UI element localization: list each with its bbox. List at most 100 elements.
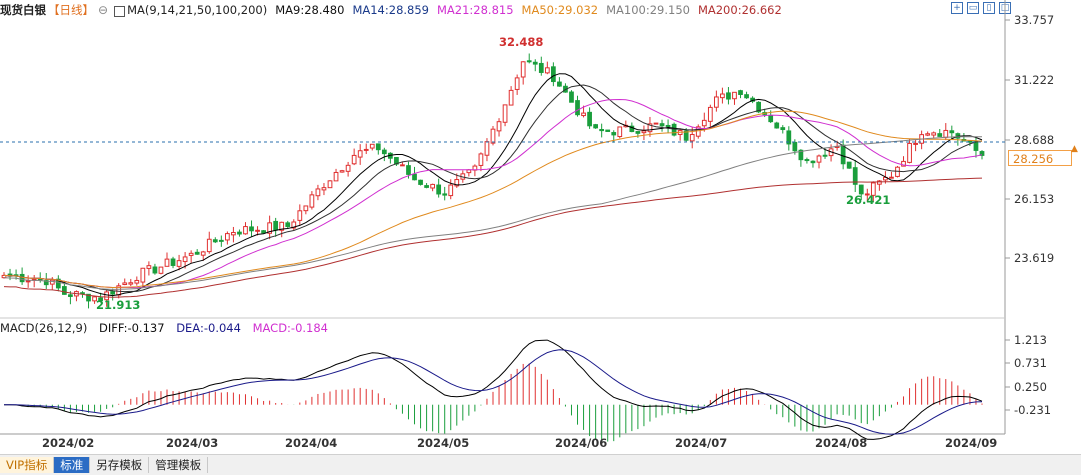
candle-body bbox=[557, 81, 562, 87]
candle-body bbox=[653, 122, 659, 125]
collapse-icon[interactable]: ⊖ bbox=[98, 3, 109, 17]
candle-body bbox=[726, 92, 731, 100]
candle-body bbox=[273, 220, 279, 231]
candle-body bbox=[683, 130, 689, 141]
x-tick-label: 2024/07 bbox=[675, 436, 728, 450]
candle-body bbox=[448, 184, 454, 197]
candle-body bbox=[212, 239, 218, 243]
candle-body bbox=[532, 61, 538, 65]
candle-body bbox=[158, 266, 164, 274]
candle-body bbox=[593, 124, 599, 129]
move-icon[interactable]: + bbox=[951, 2, 963, 14]
candle-body bbox=[243, 226, 248, 235]
candle-body bbox=[128, 282, 134, 285]
zoom-in-icon[interactable]: ▭ bbox=[967, 2, 979, 14]
x-tick-label: 2024/05 bbox=[417, 436, 470, 450]
candle-body bbox=[738, 90, 743, 95]
candle-body bbox=[792, 141, 798, 152]
candle-body bbox=[49, 279, 55, 285]
macd-value: MACD:-0.184 bbox=[252, 321, 328, 335]
macd-tick-label: 1.213 bbox=[1014, 333, 1047, 347]
period-label[interactable]: 【日线】 bbox=[48, 3, 94, 17]
candle-body bbox=[798, 149, 804, 161]
kline-chart[interactable] bbox=[0, 0, 1081, 454]
ma100-value: MA100:29.150 bbox=[606, 3, 690, 17]
candle-body bbox=[279, 221, 285, 231]
candle-body bbox=[194, 251, 200, 255]
ma21-value: MA21:28.815 bbox=[437, 3, 514, 17]
tab-save-template[interactable]: 另存模板 bbox=[90, 457, 150, 473]
candle-body bbox=[895, 166, 900, 177]
candle-body bbox=[206, 238, 212, 253]
candle-body bbox=[345, 164, 351, 172]
candle-body bbox=[315, 188, 321, 197]
price-tick-label: 33.757 bbox=[1014, 13, 1055, 27]
candle-body bbox=[303, 205, 309, 212]
dea-line bbox=[4, 349, 983, 435]
candle-body bbox=[768, 115, 774, 123]
indicator-square-icon[interactable] bbox=[114, 5, 126, 17]
candle-body bbox=[98, 297, 103, 302]
candle-body bbox=[901, 160, 906, 167]
candle-body bbox=[363, 148, 369, 151]
candles bbox=[1, 53, 985, 309]
x-tick-label: 2024/03 bbox=[166, 436, 219, 450]
candle-body bbox=[538, 62, 544, 73]
candle-body bbox=[617, 126, 623, 138]
tab-standard[interactable]: 标准 bbox=[54, 457, 91, 473]
candle-body bbox=[665, 124, 671, 127]
tab-manage-templates[interactable]: 管理模板 bbox=[149, 457, 209, 473]
ma14-line bbox=[3, 84, 983, 293]
candle-body bbox=[720, 93, 725, 99]
macd-tick-label: 0.250 bbox=[1014, 380, 1047, 394]
candle-body bbox=[110, 291, 116, 295]
candle-body bbox=[176, 260, 182, 267]
macd-legend: MACD(26,12,9) DIFF:-0.137 DEA:-0.044 MAC… bbox=[0, 321, 336, 335]
candle-body bbox=[55, 278, 61, 289]
candle-body bbox=[424, 185, 429, 188]
zoom-out-icon[interactable]: ▯ bbox=[983, 2, 995, 14]
candle-body bbox=[224, 233, 230, 241]
candle-body bbox=[852, 167, 858, 185]
candle-body bbox=[291, 221, 297, 229]
candle-body bbox=[840, 144, 846, 165]
candle-body bbox=[357, 150, 363, 158]
macd-histogram bbox=[9, 363, 983, 442]
candle-body bbox=[907, 142, 912, 163]
candle-body bbox=[442, 193, 448, 196]
candle-body bbox=[756, 101, 762, 113]
ma14-value: MA14:28.859 bbox=[352, 3, 429, 17]
candle-body bbox=[164, 258, 170, 267]
candle-body bbox=[949, 130, 955, 134]
candle-body bbox=[406, 165, 411, 175]
price-tick-label: 26.153 bbox=[1014, 192, 1055, 206]
candle-body bbox=[249, 226, 254, 232]
candle-body bbox=[611, 132, 617, 136]
candle-body bbox=[508, 89, 514, 106]
candle-body bbox=[774, 122, 780, 129]
candle-body bbox=[744, 94, 749, 99]
candle-body bbox=[170, 258, 176, 266]
macd-tick-label: -0.231 bbox=[1014, 403, 1052, 417]
candle-body bbox=[931, 132, 937, 136]
dea-value: DEA:-0.044 bbox=[176, 321, 241, 335]
candle-body bbox=[810, 160, 816, 164]
candle-body bbox=[140, 267, 146, 283]
candle-body bbox=[671, 123, 677, 136]
candle-body bbox=[381, 149, 387, 155]
candle-body bbox=[496, 121, 502, 132]
ma9-line bbox=[3, 73, 983, 297]
candle-body bbox=[412, 173, 417, 181]
candle-body bbox=[430, 183, 436, 189]
candle-body bbox=[80, 292, 85, 295]
candle-body bbox=[327, 180, 333, 189]
candle-body bbox=[134, 279, 140, 284]
candle-body bbox=[822, 154, 828, 157]
low-label-left: 21.913 bbox=[96, 298, 141, 312]
candle-body bbox=[218, 239, 224, 242]
candle-body bbox=[641, 130, 647, 134]
x-tick-label: 2024/06 bbox=[555, 436, 608, 450]
tab-vip-indicators[interactable]: VIP指标 bbox=[0, 457, 55, 473]
high-label: 32.488 bbox=[499, 35, 544, 49]
ma100-line bbox=[3, 136, 982, 290]
